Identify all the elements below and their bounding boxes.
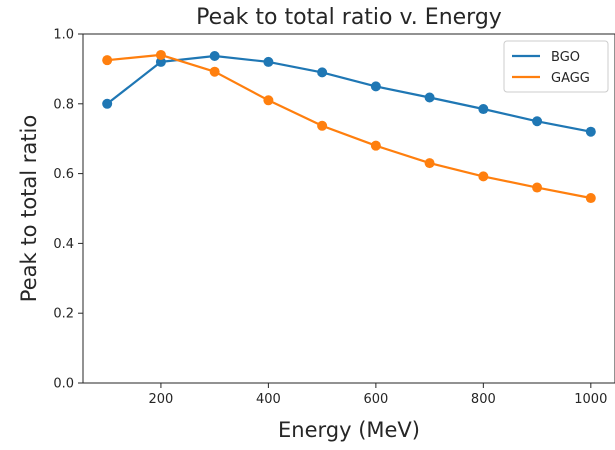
data-point-gagg <box>424 158 435 169</box>
x-tick-label: 800 <box>471 392 496 407</box>
y-tick-label: 0.6 <box>53 167 74 182</box>
data-point-gagg <box>155 49 166 60</box>
y-tick-label: 1.0 <box>53 28 74 43</box>
x-tick-label: 1000 <box>574 392 607 407</box>
x-axis-ticks: 200 400 600 800 1000 <box>149 383 607 407</box>
x-tick-label: 200 <box>149 392 174 407</box>
data-point-bgo <box>370 81 381 92</box>
x-tick-label: 400 <box>256 392 281 407</box>
y-axis-label: Peak to total ratio <box>17 115 41 302</box>
y-tick-label: 0.4 <box>53 237 74 252</box>
data-point-gagg <box>102 55 113 66</box>
data-point-bgo <box>424 92 435 103</box>
y-tick-label: 0.0 <box>53 377 74 392</box>
x-axis-label: Energy (MeV) <box>278 418 420 442</box>
x-tick-label: 600 <box>363 392 388 407</box>
plot-area: 200 400 600 800 1000 0.0 0.2 0.4 0.6 0.8 1.0 <box>53 28 615 407</box>
data-point-bgo <box>209 50 220 61</box>
data-point-bgo <box>317 67 328 78</box>
y-axis-ticks: 0.0 0.2 0.4 0.6 0.8 1.0 <box>53 28 83 392</box>
series-line-gagg <box>106 53 592 200</box>
data-point-gagg <box>532 182 543 193</box>
data-point-gagg <box>585 193 596 204</box>
y-tick-label: 0.8 <box>53 97 74 112</box>
series-group <box>102 49 596 204</box>
data-point-bgo <box>102 98 113 109</box>
data-point-bgo <box>478 104 489 115</box>
plot-frame <box>82 33 615 384</box>
data-point-gagg <box>317 120 328 131</box>
series-line-bgo <box>106 54 592 133</box>
data-point-bgo <box>155 56 166 67</box>
legend-label-bgo: BGO <box>551 50 580 65</box>
series-bgo <box>102 50 596 137</box>
data-point-gagg <box>263 95 274 106</box>
chart-title: Peak to total ratio v. Energy <box>196 5 502 30</box>
legend-box <box>503 40 609 93</box>
y-tick-label: 0.2 <box>53 307 74 322</box>
legend-label-gagg: GAGG <box>551 71 590 86</box>
legend: BGO GAGG <box>503 40 609 93</box>
series-gagg <box>102 49 596 204</box>
data-point-bgo <box>532 116 543 127</box>
data-point-gagg <box>370 140 381 151</box>
data-point-gagg <box>209 66 220 77</box>
data-point-gagg <box>478 171 489 182</box>
data-point-bgo <box>585 126 596 137</box>
data-point-bgo <box>263 56 274 67</box>
